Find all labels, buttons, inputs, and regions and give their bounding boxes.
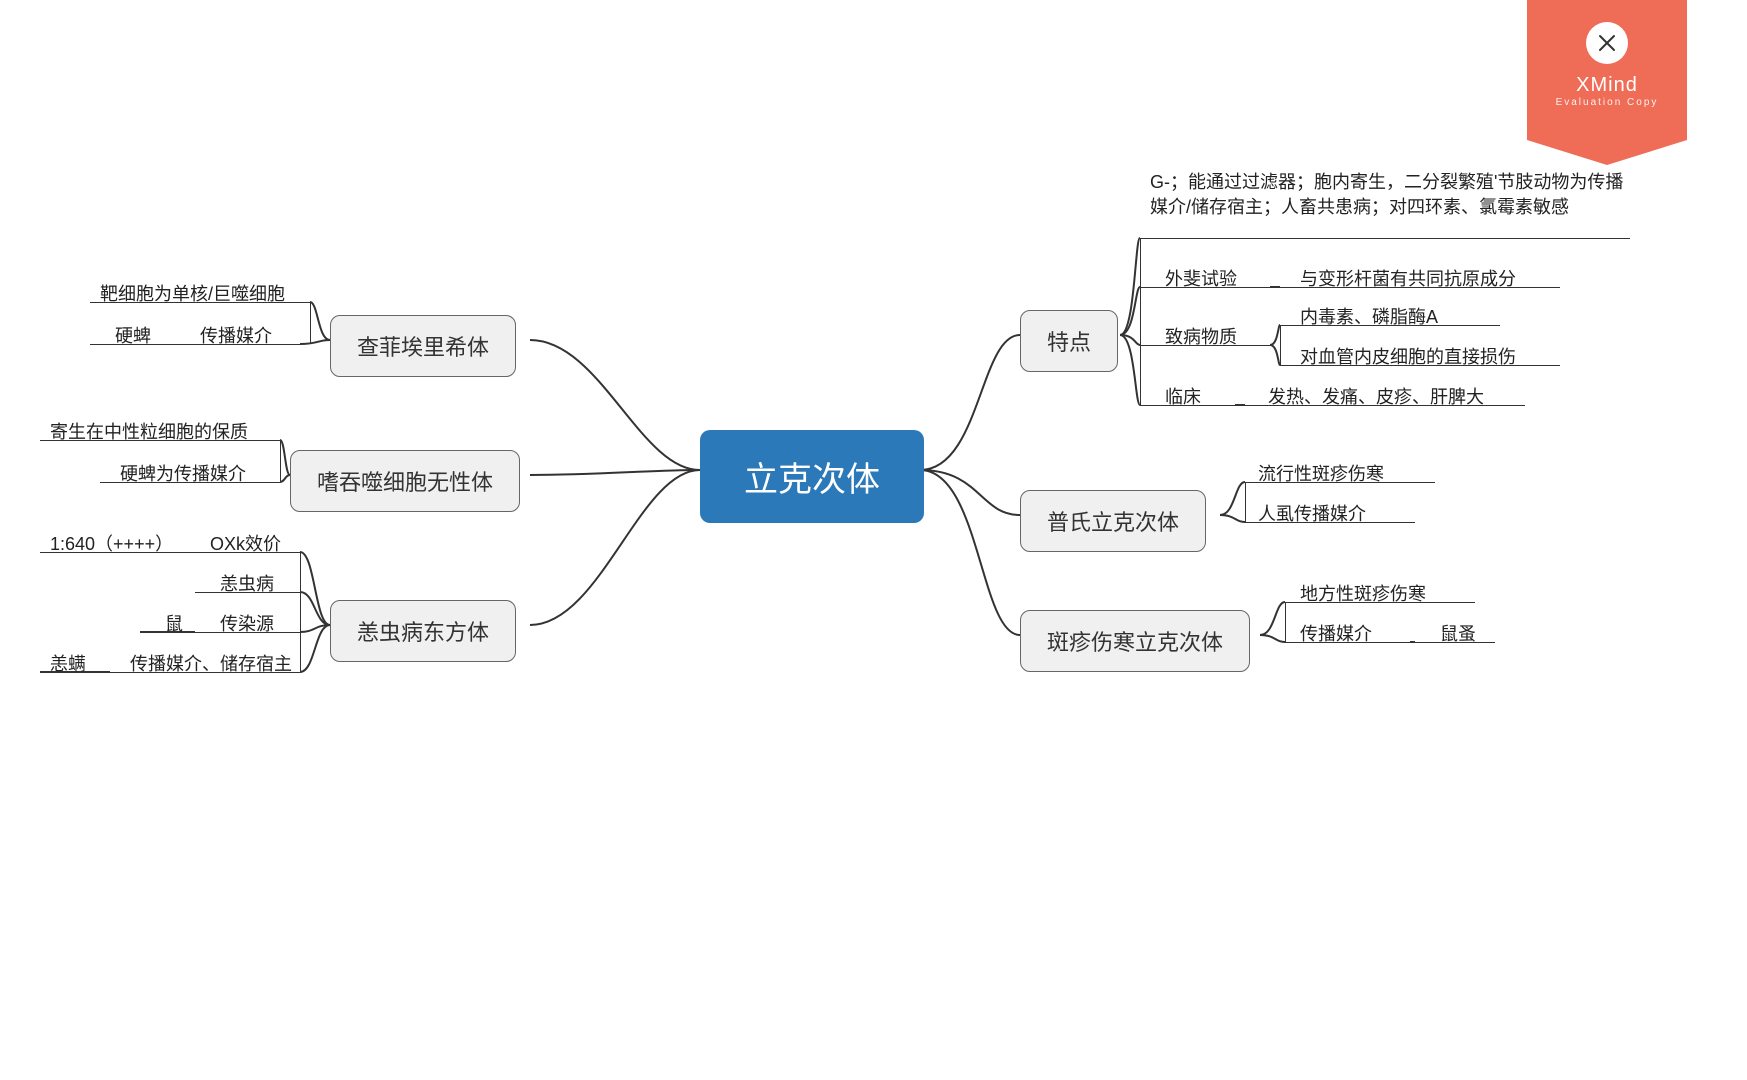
underline: [1140, 238, 1630, 239]
vline: [310, 302, 311, 344]
xmind-watermark: XMind Evaluation Copy: [1527, 0, 1687, 140]
underline: [180, 344, 300, 345]
underline: [1285, 642, 1410, 643]
center-label: 立克次体: [744, 452, 880, 501]
underline: [40, 552, 195, 553]
vline: [1245, 482, 1246, 522]
vline: [300, 552, 301, 672]
center-node[interactable]: 立克次体: [700, 430, 924, 523]
underline: [110, 672, 300, 673]
underline: [1415, 642, 1495, 643]
watermark-subtitle: Evaluation Copy: [1527, 97, 1687, 108]
xmind-logo-icon: [1586, 22, 1628, 64]
leaf-multiline: G-；能通过过滤器；胞内寄生，二分裂繁殖'节肢动物为传播媒介/储存宿主；人畜共患…: [1150, 170, 1630, 220]
underline: [140, 632, 195, 633]
underline: [1285, 602, 1475, 603]
underline: [100, 482, 280, 483]
watermark-title: XMind: [1527, 74, 1687, 97]
branch-tsutsu[interactable]: 恙虫病东方体: [330, 600, 516, 662]
vline: [280, 440, 281, 482]
branch-pushi[interactable]: 普氏立克次体: [1020, 490, 1206, 552]
underline: [1140, 345, 1270, 346]
underline: [1280, 287, 1560, 288]
branch-banzhen[interactable]: 斑疹伤寒立克次体: [1020, 610, 1250, 672]
branch-tedian[interactable]: 特点: [1020, 310, 1118, 372]
underline: [1140, 287, 1270, 288]
underline: [195, 592, 300, 593]
underline: [40, 440, 280, 441]
underline: [1280, 325, 1500, 326]
underline: [1245, 405, 1525, 406]
underline: [195, 552, 300, 553]
underline: [1140, 405, 1235, 406]
underline: [1245, 522, 1415, 523]
underline: [90, 344, 180, 345]
branch-phago[interactable]: 嗜吞噬细胞无性体: [290, 450, 520, 512]
vline: [1140, 238, 1141, 405]
underline: [1245, 482, 1435, 483]
underline: [195, 632, 300, 633]
vline: [1280, 325, 1281, 365]
vline: [1285, 602, 1286, 642]
underline: [90, 302, 310, 303]
branch-chafei[interactable]: 查菲埃里希体: [330, 315, 516, 377]
underline: [1280, 365, 1560, 366]
underline: [40, 672, 110, 673]
